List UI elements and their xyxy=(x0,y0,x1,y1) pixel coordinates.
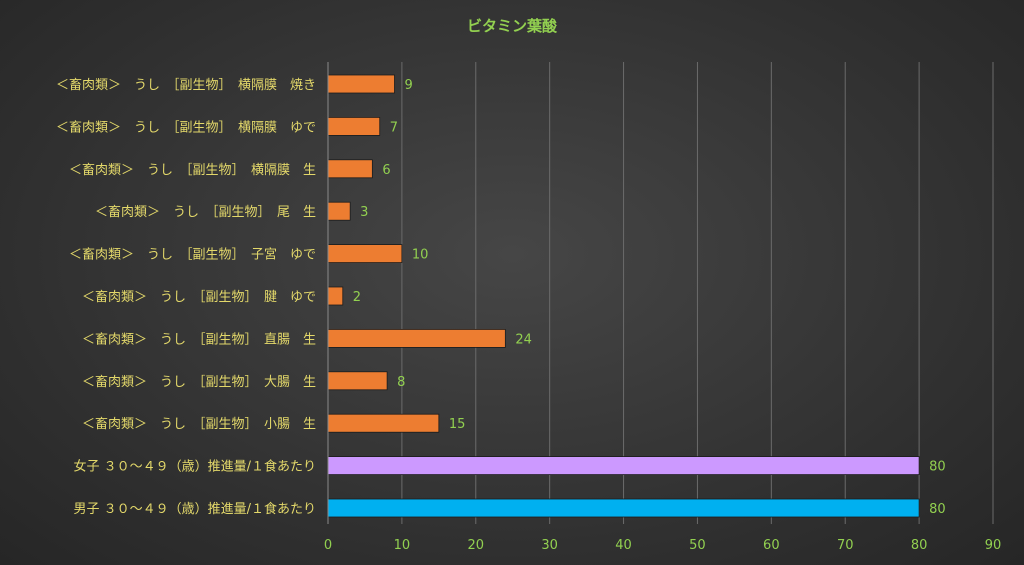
x-tick-label: 30 xyxy=(541,538,558,553)
data-label: 15 xyxy=(449,417,466,432)
x-tick-label: 90 xyxy=(985,538,1002,553)
category-label: ＜畜肉類＞ うし ［副生物］ 大腸 生 xyxy=(82,374,316,390)
bar xyxy=(327,286,344,306)
bar xyxy=(327,159,373,179)
data-label: 80 xyxy=(929,502,946,517)
bar xyxy=(327,117,381,136)
x-tick-label: 10 xyxy=(394,538,411,553)
data-label: 10 xyxy=(412,248,429,263)
category-label: ＜畜肉類＞ うし ［副生物］ 横隔膜 焼き xyxy=(56,77,316,93)
x-tick-label: 20 xyxy=(468,538,485,553)
category-label: 男子 ３０～４９（歳）推進量/１食あたり xyxy=(73,501,316,517)
bar xyxy=(327,498,920,518)
x-tick-label: 70 xyxy=(837,538,854,553)
bar xyxy=(327,328,506,348)
category-label: ＜畜肉類＞ うし ［副生物］ 子宮 ゆで xyxy=(69,247,316,263)
x-tick-label: 50 xyxy=(689,538,706,553)
category-label: 女子 ３０～４９（歳）推進量/１食あたり xyxy=(73,459,316,475)
chart-title: ビタミン葉酸 xyxy=(467,17,558,35)
bar xyxy=(327,456,920,476)
data-label: 8 xyxy=(397,375,405,390)
value-axis: 0 10 20 30 40 50 60 70 80 90 xyxy=(324,62,1001,553)
category-labels: ＜畜肉類＞ うし ［副生物］ 横隔膜 焼き ＜畜肉類＞ うし ［副生物］ 横隔膜 … xyxy=(56,77,316,517)
category-label: ＜畜肉類＞ うし ［副生物］ 直腸 生 xyxy=(82,331,316,347)
gridlines xyxy=(401,62,994,524)
bar xyxy=(327,371,388,391)
x-tick-label: 0 xyxy=(324,538,332,553)
data-label: 7 xyxy=(390,120,398,135)
data-label: 3 xyxy=(360,205,368,220)
data-label: 24 xyxy=(515,332,532,347)
category-label: ＜畜肉類＞ うし ［副生物］ 横隔膜 生 xyxy=(69,162,316,178)
bar xyxy=(327,413,440,433)
category-label: ＜畜肉類＞ うし ［副生物］ 小腸 生 xyxy=(82,416,316,432)
data-label: 2 xyxy=(353,290,361,305)
x-tick-label: 60 xyxy=(763,538,780,553)
x-tick-label: 80 xyxy=(911,538,928,553)
bar xyxy=(327,244,403,264)
data-label: 6 xyxy=(382,163,390,178)
data-labels: 9 7 6 3 10 2 24 8 15 80 80 xyxy=(353,78,946,517)
category-label: ＜畜肉類＞ うし ［副生物］ 尾 生 xyxy=(95,204,316,220)
bar xyxy=(327,74,395,94)
data-label: 80 xyxy=(929,460,946,475)
bar xyxy=(327,201,351,221)
x-tick-label: 40 xyxy=(615,538,632,553)
category-label: ＜畜肉類＞ うし ［副生物］ 腱 ゆで xyxy=(82,289,316,305)
data-label: 9 xyxy=(405,78,413,93)
category-label: ＜畜肉類＞ うし ［副生物］ 横隔膜 ゆで xyxy=(56,119,316,135)
